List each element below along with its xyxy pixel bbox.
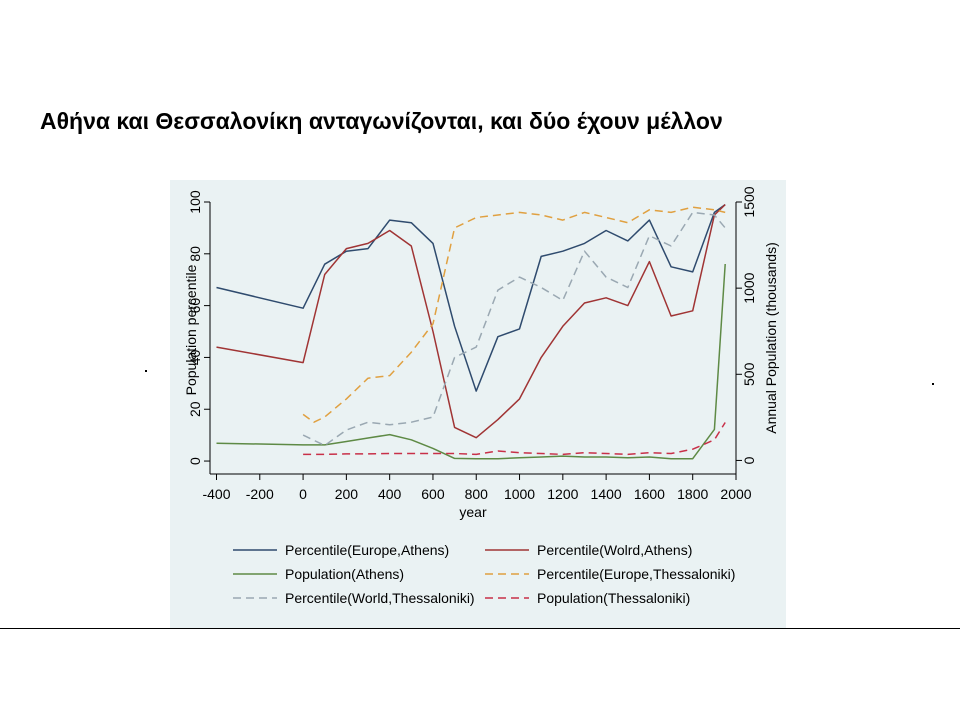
x-tick-label: 1200 xyxy=(547,486,578,502)
line-chart: -400 -200 0 200 400 600 800 1000 1200 1400 1600 180… xyxy=(183,186,779,606)
stray-dot-right xyxy=(932,383,934,385)
slide-title: Αθήνα και Θεσσαλονίκη ανταγωνίζονται, κα… xyxy=(40,108,723,134)
x-tick-label: 400 xyxy=(378,486,402,502)
stray-dot-left xyxy=(145,370,147,372)
x-tick-label: 0 xyxy=(299,486,307,502)
series-line-2 xyxy=(216,204,726,439)
chart-panel: -400 -200 0 200 400 600 800 1000 1200 1400 1600 180… xyxy=(170,180,786,628)
y-left-tick-label: 20 xyxy=(187,401,203,417)
legend-label-6: Population(Thessaloniki) xyxy=(537,590,690,606)
y-right-tick-label: 0 xyxy=(741,456,757,464)
x-tick-label: 600 xyxy=(421,486,445,502)
legend-label-4: Percentile(Europe,Thessaloniki) xyxy=(537,566,735,582)
x-tick-label: -200 xyxy=(246,486,274,502)
y-left-tick-label: 60 xyxy=(187,298,203,314)
series-line-4 xyxy=(302,206,726,423)
x-tick-label: 2000 xyxy=(720,486,751,502)
series-line-6 xyxy=(303,422,726,456)
series-layer xyxy=(216,203,726,460)
legend-label-1: Percentile(Europe,Athens) xyxy=(285,542,449,558)
y-right-tick-label: 1000 xyxy=(741,272,757,303)
x-tick-label: 1600 xyxy=(634,486,665,502)
x-tick-label: 1400 xyxy=(591,486,622,502)
axes-layer: -400 -200 0 200 400 600 800 1000 1200 1400 1600 180… xyxy=(183,186,779,520)
legend-layer: Percentile(Europe,Athens) Percentile(Wolr… xyxy=(233,542,735,606)
series-line-1 xyxy=(216,203,726,392)
x-tick-label: 1000 xyxy=(504,486,535,502)
x-tick-label: 1800 xyxy=(677,486,708,502)
y-left-axis-title: Population percentile xyxy=(183,264,199,395)
y-right-tick-label: 1500 xyxy=(741,186,757,217)
y-left-tick-label: 80 xyxy=(187,246,203,262)
y-left-tick-label: 40 xyxy=(187,349,203,365)
x-tick-label: 800 xyxy=(465,486,489,502)
y-left-tick-label: 0 xyxy=(187,457,203,465)
legend-label-2: Percentile(Wolrd,Athens) xyxy=(537,542,692,558)
x-tick-label: 200 xyxy=(335,486,359,502)
y-left-tick-label: 100 xyxy=(187,190,203,214)
legend-label-5: Percentile(World,Thessaloniki) xyxy=(285,590,475,606)
x-tick-label: -400 xyxy=(202,486,230,502)
y-right-axis-title: Annual Population (thousands) xyxy=(763,242,779,433)
x-axis-title: year xyxy=(459,504,487,520)
y-right-tick-label: 500 xyxy=(741,362,757,386)
slide-divider xyxy=(0,628,960,629)
series-line-5 xyxy=(302,211,726,447)
legend-label-3: Population(Athens) xyxy=(285,566,404,582)
series-line-3 xyxy=(216,263,726,460)
